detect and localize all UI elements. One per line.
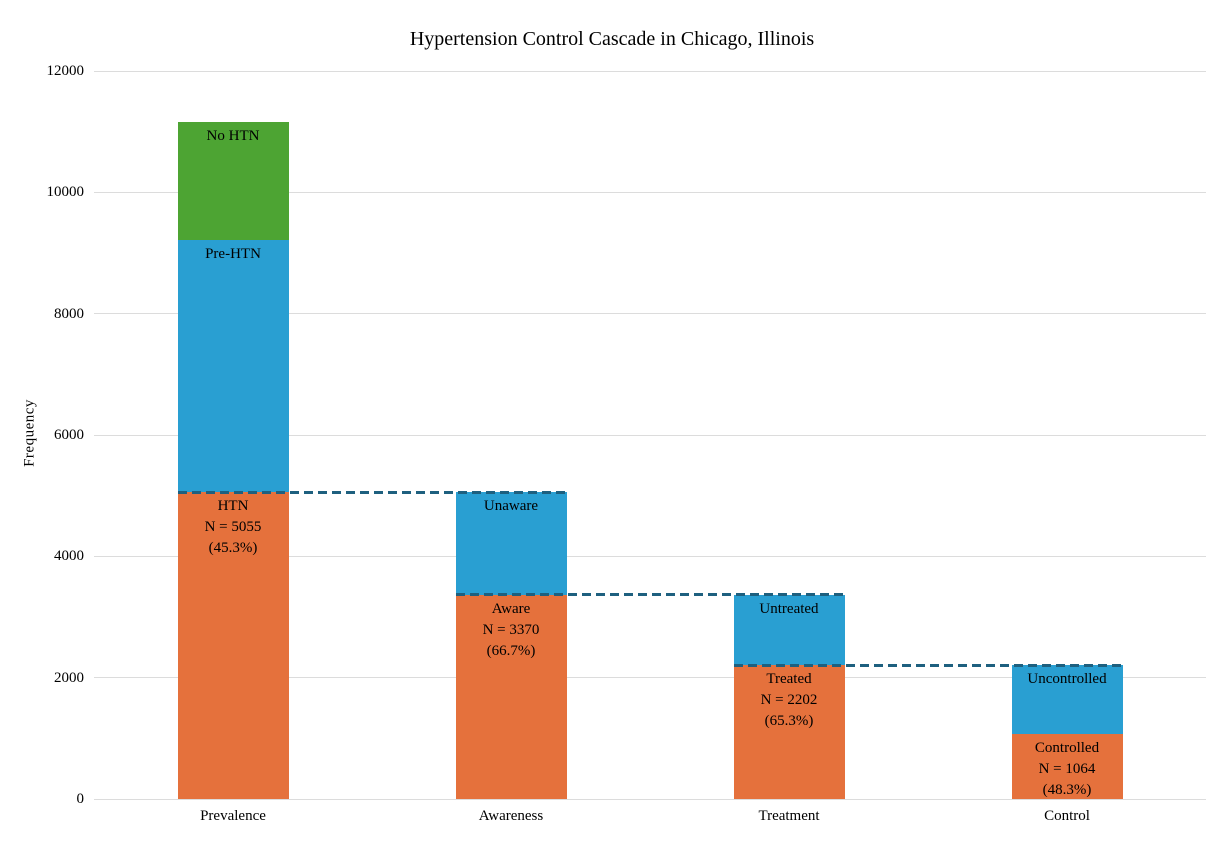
bar-segment-label-line: Aware bbox=[491, 600, 531, 617]
x-tick-label-prevalence: Prevalence bbox=[200, 808, 266, 824]
y-tick-label-2000: 2000 bbox=[54, 669, 84, 686]
bar-segment-no-htn: No HTN bbox=[177, 121, 289, 240]
x-tick-label-treatment: Treatment bbox=[758, 808, 820, 824]
bar-segment-label-line: HTN bbox=[217, 498, 249, 515]
bar-segment-treated: Treated N = 2202 (65.3%) bbox=[733, 665, 845, 799]
bar-segment-unaware: Unaware bbox=[455, 492, 567, 595]
bar-segment-label: Pre-HTN bbox=[178, 240, 289, 265]
gridline-4000 bbox=[94, 555, 1206, 557]
y-tick-label-12000: 12000 bbox=[46, 63, 85, 79]
bar-segment-label-line: No HTN bbox=[206, 127, 260, 144]
bar-segment-label-line: Unaware bbox=[483, 498, 539, 515]
bar-segment-label-line: Treated bbox=[766, 671, 812, 688]
gridline-8000 bbox=[94, 313, 1206, 315]
cascade-connector-line-3 bbox=[733, 663, 1123, 667]
gridline-6000 bbox=[94, 434, 1206, 436]
bar-segment-label: HTN N = 5055 (45.3%) bbox=[178, 492, 289, 559]
bar-segment-label-line: N = 5055 bbox=[204, 519, 262, 536]
bar-segment-untreated: Untreated bbox=[733, 594, 845, 666]
bar-segment-pre-htn: Pre-HTN bbox=[177, 239, 289, 493]
x-tick-label-awareness: Awareness bbox=[478, 808, 544, 824]
bar-segment-label-line: N = 3370 bbox=[482, 621, 540, 638]
gridline-12000 bbox=[94, 70, 1206, 72]
bar-segment-label: Untreated bbox=[734, 595, 845, 620]
bar-segment-label-line: (66.7%) bbox=[486, 642, 536, 659]
bar-segment-uncontrolled: Uncontrolled bbox=[1011, 665, 1123, 735]
y-tick-label-0: 0 bbox=[76, 791, 85, 807]
bar-segment-label-line: (48.3%) bbox=[1042, 782, 1092, 799]
y-tick-label-6000: 6000 bbox=[54, 427, 84, 443]
bar-segment-label-line: Untreated bbox=[759, 600, 819, 617]
y-tick-label-4000: 4000 bbox=[54, 548, 84, 565]
bar-segment-controlled: Controlled N = 1064 (48.3%) bbox=[1011, 734, 1123, 801]
x-tick-label-control: Control bbox=[1044, 808, 1090, 824]
gridline-10000 bbox=[94, 191, 1206, 193]
bar-segment-label-line: Uncontrolled bbox=[1027, 671, 1107, 688]
cascade-connector-line-1 bbox=[177, 490, 567, 494]
bar-segment-label-line: Pre-HTN bbox=[205, 245, 261, 262]
bar-segment-label: No HTN bbox=[178, 122, 289, 147]
bar-segment-htn: HTN N = 5055 (45.3%) bbox=[177, 492, 289, 799]
bar-segment-label-line: N = 1064 bbox=[1038, 761, 1096, 778]
bar-segment-label: Controlled N = 1064 (48.3%) bbox=[1012, 734, 1123, 801]
bar-segment-label: Treated N = 2202 (65.3%) bbox=[734, 665, 845, 732]
bar-segment-label-line: N = 2202 bbox=[760, 692, 818, 709]
bar-segment-aware: Aware N = 3370 (66.7%) bbox=[455, 594, 567, 799]
gridline-0 bbox=[94, 798, 1206, 800]
cascade-connector-line-2 bbox=[455, 593, 845, 597]
gridline-2000 bbox=[94, 677, 1206, 679]
chart-title: Hypertension Control Cascade in Chicago,… bbox=[409, 28, 815, 50]
bar-segment-label: Unaware bbox=[456, 492, 567, 517]
y-tick-label-10000: 10000 bbox=[46, 184, 85, 201]
bar-segment-label-line: (65.3%) bbox=[764, 713, 814, 730]
y-tick-label-8000: 8000 bbox=[54, 305, 84, 322]
bar-segment-label: Aware N = 3370 (66.7%) bbox=[456, 595, 567, 662]
bar-segment-label: Uncontrolled bbox=[1012, 665, 1123, 690]
bar-segment-label-line: (45.3%) bbox=[208, 540, 258, 557]
bar-segment-label-line: Controlled bbox=[1034, 740, 1100, 757]
